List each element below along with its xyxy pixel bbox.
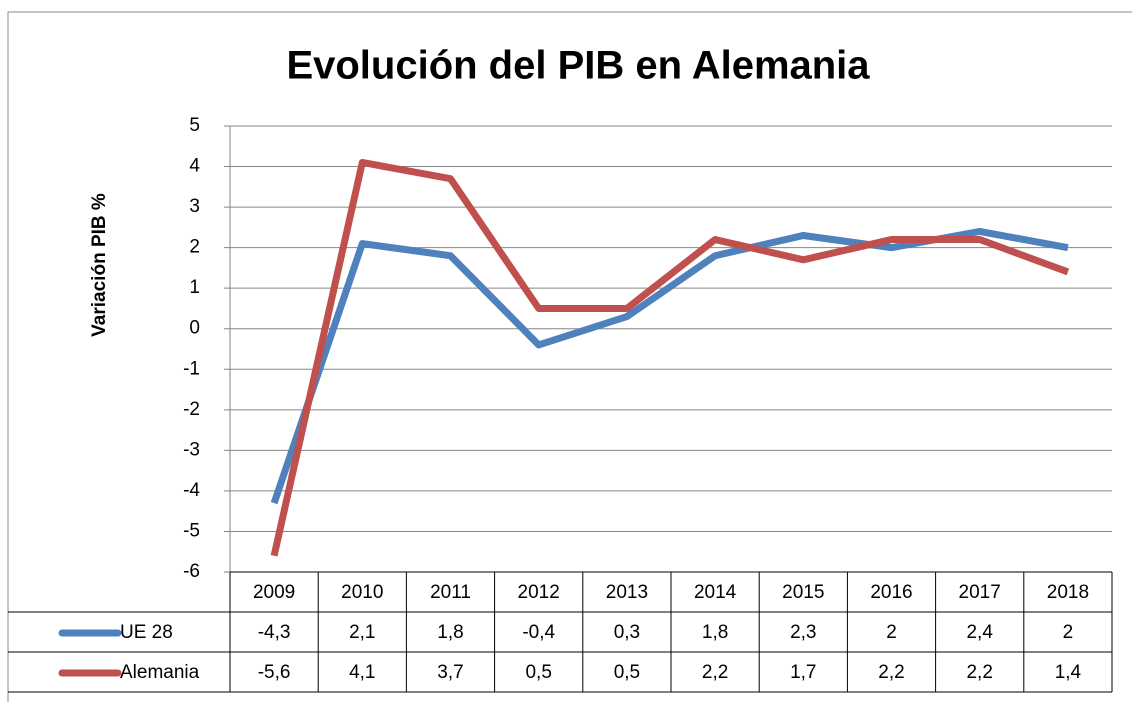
table-value: 2,3 [790, 622, 816, 643]
x-tick-label: 2017 [959, 582, 1001, 603]
x-tick-label: 2014 [694, 582, 737, 603]
y-tick-label: -4 [183, 480, 200, 501]
table-value: 0,5 [614, 662, 640, 683]
table-value: 1,8 [437, 622, 463, 643]
table-value: 2,2 [702, 662, 728, 683]
table-value: -5,6 [258, 662, 291, 683]
table-value: -0,4 [522, 622, 555, 643]
y-tick-label: 0 [189, 318, 200, 339]
x-tick-label: 2018 [1047, 582, 1089, 603]
y-tick-label: 4 [189, 156, 200, 177]
y-tick-label: -1 [183, 358, 200, 379]
x-tick-label: 2010 [341, 582, 383, 603]
table-value: 2,2 [966, 662, 992, 683]
table-value: -4,3 [258, 622, 291, 643]
series-line [270, 158, 1070, 557]
y-axis-label: Variación PIB % [89, 193, 110, 337]
table-value: 1,4 [1055, 662, 1082, 683]
legend-label: Alemania [120, 662, 200, 683]
y-tick-label: 5 [189, 115, 200, 136]
table-value: 2,4 [966, 622, 993, 643]
table-value: 2,1 [349, 622, 375, 643]
chart-border [7, 11, 1132, 702]
chart-title: Evolución del PIB en Alemania [286, 44, 870, 88]
x-tick-label: 2011 [430, 582, 471, 603]
table-value: 0,5 [525, 662, 551, 683]
table-value: 2,2 [878, 662, 904, 683]
y-tick-label: -3 [183, 439, 200, 460]
y-tick-label: -5 [183, 520, 200, 541]
table-value: 4,1 [349, 662, 375, 683]
table-value: 1,8 [702, 622, 728, 643]
x-tick-label: 2012 [518, 582, 560, 603]
x-tick-label: 2016 [870, 582, 912, 603]
table-value: 3,7 [437, 662, 463, 683]
y-tick-label: -6 [183, 561, 200, 582]
y-tick-label: 2 [189, 237, 200, 258]
legend-label: UE 28 [120, 622, 173, 643]
table-value: 0,3 [614, 622, 640, 643]
x-tick-label: 2009 [253, 582, 295, 603]
y-tick-label: 3 [189, 196, 200, 217]
y-tick-label: 1 [189, 277, 200, 298]
x-tick-label: 2013 [606, 582, 648, 603]
table-value: 1,7 [790, 662, 816, 683]
y-tick-label: -2 [183, 399, 200, 420]
table-value: 2 [886, 622, 897, 643]
table-value: 2 [1063, 622, 1074, 643]
x-tick-label: 2015 [782, 582, 824, 603]
